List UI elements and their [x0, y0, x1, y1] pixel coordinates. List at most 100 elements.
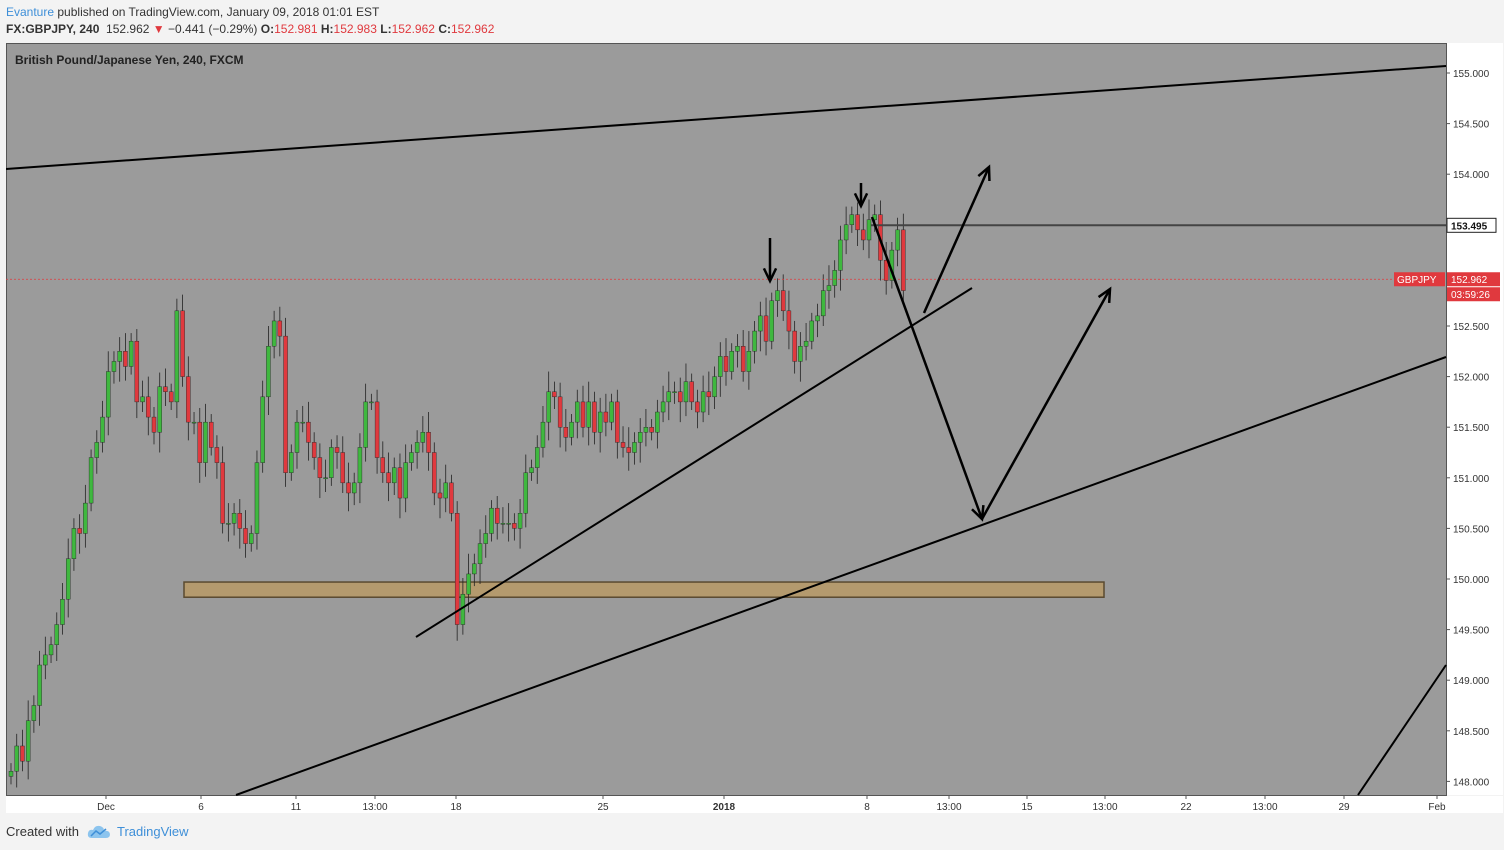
candle-body [249, 533, 254, 544]
candle-body [266, 346, 271, 398]
candle-body [901, 229, 906, 291]
candle-body [649, 427, 654, 433]
candle-body [626, 447, 631, 453]
open-value: 152.981 [274, 22, 318, 36]
tradingview-link[interactable]: TradingView [87, 824, 189, 839]
candle-body [866, 219, 872, 241]
candle-body [792, 330, 797, 362]
candle-body [752, 330, 757, 352]
candle-body [723, 356, 729, 372]
candle-body [666, 391, 671, 403]
candle-body [523, 472, 528, 514]
candle-body [883, 260, 889, 281]
candle-body [660, 401, 666, 413]
candle-body [517, 513, 523, 529]
candle-body [529, 467, 534, 473]
candle-body [700, 391, 706, 413]
candle-body [346, 482, 351, 494]
candle-body [895, 229, 900, 251]
candle-body [117, 351, 122, 362]
candle-body [71, 528, 77, 559]
candle-body [643, 427, 649, 433]
candle-body [540, 421, 546, 448]
candle-body [592, 401, 597, 433]
x-tick-label: 29 [1338, 802, 1350, 813]
candle-body [25, 720, 31, 762]
candle-body [557, 396, 563, 428]
candle-body [128, 340, 134, 367]
candle-body [489, 507, 494, 534]
candle-body [769, 300, 774, 342]
y-tick-label: 148.000 [1453, 777, 1490, 788]
author-link[interactable]: Evanture [6, 5, 55, 19]
candle-body [477, 543, 483, 565]
candle-body [191, 421, 197, 424]
candle-body [20, 745, 25, 762]
candle-body [472, 563, 477, 575]
candle-body [334, 447, 340, 453]
candle-body [14, 745, 19, 772]
y-tick-label: 150.000 [1453, 575, 1490, 586]
candle-body [226, 523, 231, 525]
candle-body [311, 442, 317, 458]
publish-text: published on TradingView.com, January 09… [57, 5, 380, 19]
trend-line [415, 287, 973, 638]
candle-body [289, 452, 294, 473]
y-tick-label: 151.000 [1453, 474, 1490, 485]
candle-body [826, 285, 832, 291]
x-tick-label: 22 [1180, 802, 1192, 813]
symbol-line: FX:GBPJPY, 240 152.962 ▼ −0.441 (−0.29%)… [6, 21, 494, 38]
candle-body [340, 452, 345, 484]
candle-body [483, 533, 488, 544]
candle-body [609, 401, 614, 423]
candle-body [392, 467, 397, 484]
projection-arrow-line [980, 288, 1112, 520]
candle-body [781, 290, 786, 312]
high-label: H: [320, 22, 334, 36]
candle-body [48, 644, 54, 656]
projection-arrow-line [922, 166, 991, 314]
level-label: 153.495 [1451, 221, 1488, 232]
candle-body [374, 401, 380, 458]
chart-area[interactable]: British Pound/Japanese Yen, 240, FXCM 155… [6, 43, 1503, 813]
candle-body [397, 467, 403, 499]
candle-body [563, 427, 569, 438]
candle-body [638, 432, 643, 443]
candle-body [620, 442, 626, 448]
candle-body [403, 462, 408, 499]
time-axis-bg [6, 796, 1503, 813]
y-tick-label: 150.500 [1453, 524, 1490, 535]
candle-body [740, 346, 746, 372]
candle-body [832, 270, 837, 286]
candle-body [203, 421, 208, 463]
candle-body [603, 411, 609, 423]
candle-body [432, 452, 437, 494]
candle-body [809, 320, 814, 342]
candle-body [838, 239, 843, 271]
candle-body [512, 523, 517, 529]
candle-body [500, 523, 506, 525]
candle-body [88, 457, 94, 504]
candle-body [180, 310, 185, 377]
plot-background [6, 43, 1446, 795]
candle-body [655, 411, 660, 433]
candle-body [632, 442, 637, 453]
candle-body [94, 442, 100, 458]
x-tick-label: 25 [597, 802, 609, 813]
candle-body [535, 447, 540, 468]
plot-frame [6, 43, 1447, 796]
footer: Created with TradingView [6, 824, 189, 839]
x-tick-label: 13:00 [1092, 802, 1117, 813]
candle-body [243, 528, 248, 544]
candle-body [369, 401, 374, 404]
symbol-tag-bg [1394, 272, 1445, 287]
candle-body [786, 310, 792, 332]
trend-line [6, 65, 1447, 170]
price-chart[interactable]: British Pound/Japanese Yen, 240, FXCM 155… [6, 43, 1504, 813]
x-tick-label: Feb [1428, 802, 1446, 813]
candle-body [77, 528, 82, 534]
candle-body [449, 482, 454, 514]
price-change: −0.441 (−0.29%) [168, 22, 258, 36]
candle-body [300, 421, 305, 424]
candle-body [123, 351, 128, 367]
